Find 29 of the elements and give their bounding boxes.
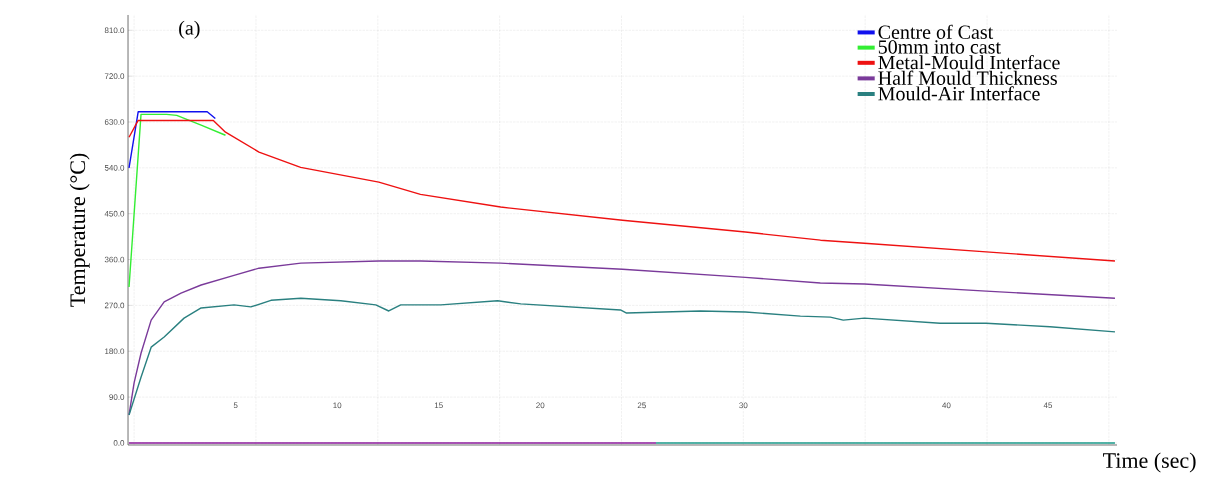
x-tick-label: 20 [536, 402, 545, 409]
x-tick-label: 40 [942, 402, 951, 409]
y-tick-label: 270.0 [104, 302, 125, 309]
legend-label: Metal-Mould Interface [878, 55, 1060, 70]
legend-label: 50mm into cast [878, 40, 1001, 54]
y-tick-label: 0.0 [113, 440, 125, 446]
line-series [128, 119, 1116, 262]
annotation: (a) [179, 20, 200, 39]
y-tick-label: 450.0 [104, 210, 125, 217]
x-tick-label: 25 [637, 402, 646, 409]
y-tick-label: 90.0 [109, 394, 125, 400]
legend-label: Centre of Cast [878, 24, 994, 39]
x-tick-label: 45 [1043, 402, 1053, 409]
y-tick-label: 810.0 [104, 27, 125, 34]
x-tick-label: 15 [434, 402, 443, 409]
y-tick-label: 630.0 [104, 119, 125, 125]
y-tick-label: 540.0 [104, 165, 125, 171]
x-axis-title: Time (sec) [1103, 452, 1196, 473]
line-series [128, 113, 227, 288]
x-tick-label: 5 [233, 402, 238, 409]
y-tick-label: 360.0 [104, 256, 125, 263]
legend-label: Half Mould Thickness [878, 70, 1057, 85]
x-tick-label: 30 [739, 402, 748, 409]
y-tick-label: 180.0 [105, 348, 125, 355]
y-tick-label: 720.0 [104, 73, 125, 79]
line-series [128, 297, 1116, 416]
legend-label: Mould-Air Interface [878, 86, 1040, 101]
y-axis-title: Temperature (°C) [69, 153, 90, 307]
x-tick-label: 10 [333, 402, 342, 409]
